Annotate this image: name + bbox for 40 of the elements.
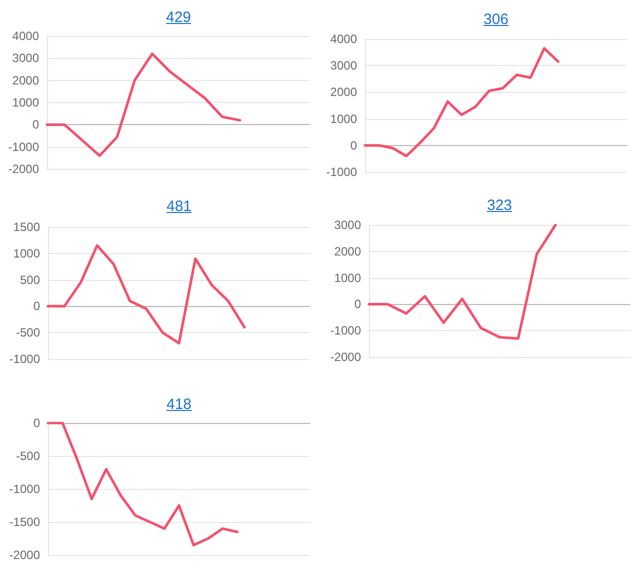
chart-title: 481: [166, 198, 192, 215]
y-tick-label: 1000: [330, 112, 358, 126]
y-tick-label: 4000: [12, 29, 40, 43]
y-tick-label: 2000: [334, 244, 362, 258]
chart-title: 429: [166, 9, 192, 26]
y-tick-label: 1000: [12, 96, 40, 110]
y-tick-label: -2000: [9, 548, 40, 562]
y-tick-label: -1000: [9, 352, 40, 366]
y-tick-label: -2000: [330, 350, 362, 364]
y-tick-label: 0: [32, 118, 40, 132]
y-tick-label: 4000: [330, 32, 358, 46]
y-tick-label: -1000: [326, 165, 358, 179]
y-tick-label: -1000: [8, 140, 40, 154]
y-tick-label: 0: [33, 416, 40, 430]
y-tick-label: -1000: [330, 324, 362, 338]
line-series: [368, 224, 557, 340]
y-tick-label: 1000: [334, 270, 362, 285]
y-tick-label: -500: [16, 449, 40, 463]
y-tick-label: 1000: [13, 246, 40, 260]
y-tick-label: -500: [16, 326, 40, 340]
y-tick-label: 0: [33, 299, 40, 314]
line-series: [364, 47, 560, 158]
line-series: [46, 422, 239, 546]
y-tick-label: 1500: [13, 220, 40, 234]
y-tick-label: 2000: [330, 85, 358, 100]
chart-title: 323: [486, 197, 512, 214]
y-tick-label: 3000: [334, 218, 362, 232]
line-series: [46, 244, 246, 344]
chart-title: 306: [483, 11, 509, 28]
y-tick-label: -2000: [8, 162, 40, 176]
line-series: [46, 52, 242, 157]
y-tick-label: 3000: [12, 51, 40, 66]
y-tick-label: 2000: [12, 73, 40, 88]
y-tick-label: -1000: [9, 482, 40, 496]
y-tick-label: -1500: [9, 515, 40, 529]
chart-title: 418: [166, 396, 192, 413]
y-tick-label: 3000: [330, 58, 358, 73]
y-tick-label: 500: [20, 272, 40, 287]
y-tick-label: 0: [354, 297, 362, 312]
y-tick-label: 0: [350, 138, 358, 152]
